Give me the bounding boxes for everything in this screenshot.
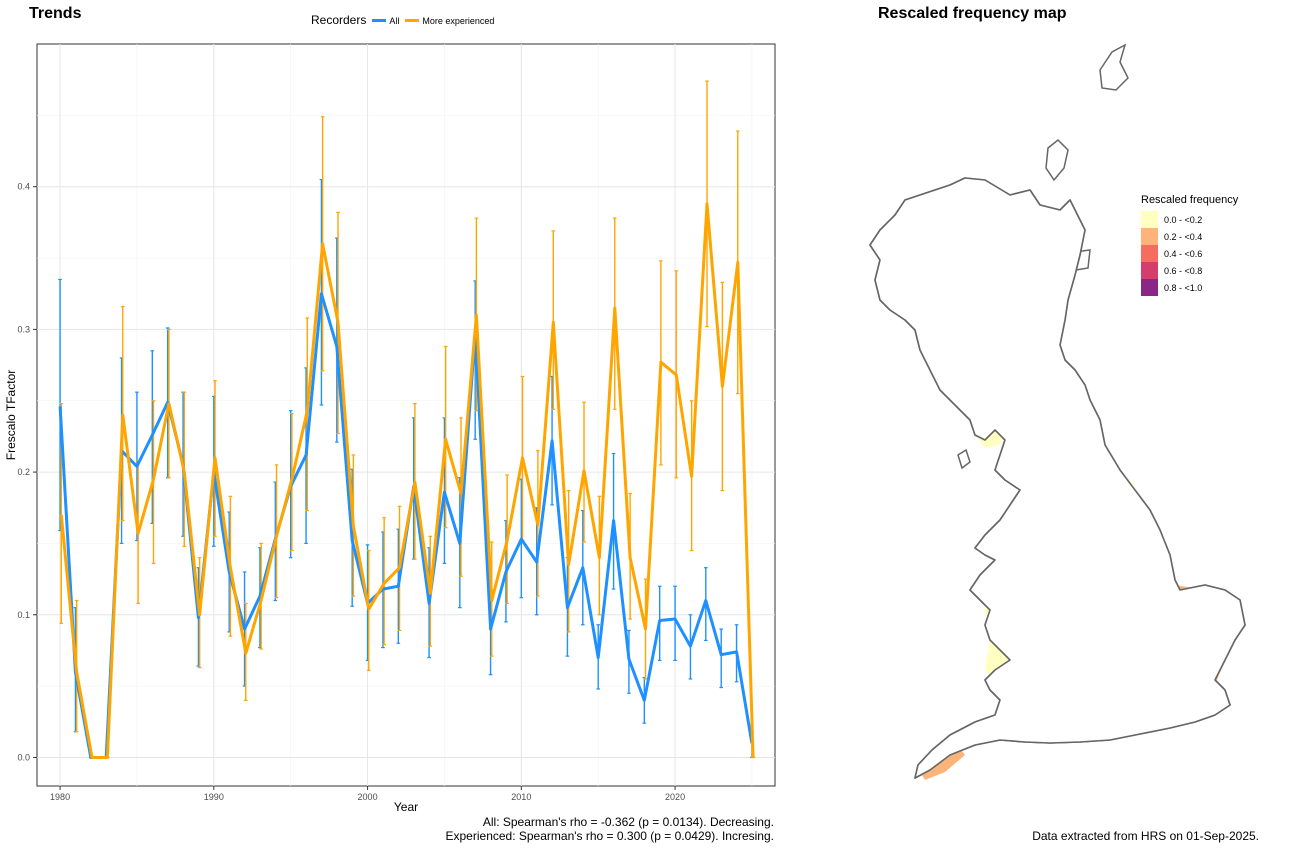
stats-experienced: Experienced: Spearman's rho = 0.300 (p =… <box>445 829 775 843</box>
x-axis-ticks: 1980 1990 2000 2010 2020 <box>50 786 685 802</box>
x-tick-label: 1980 <box>50 792 70 802</box>
legend-label-all: All <box>389 16 400 26</box>
map-legend-label: 0.2 - <0.4 <box>1164 231 1203 242</box>
y-tick-label: 0.0 <box>17 752 30 762</box>
y-axis-label: Frescalo TFactor <box>4 370 18 460</box>
x-tick-label: 1990 <box>204 792 224 802</box>
legend-title: Recorders <box>311 13 367 27</box>
map-legend-label: 0.0 - <0.2 <box>1164 214 1203 225</box>
x-tick-label: 2020 <box>665 792 685 802</box>
map-legend-swatch <box>1141 279 1158 296</box>
plot-panel <box>36 43 776 787</box>
y-tick-label: 0.4 <box>17 182 30 192</box>
stats-all: All: Spearman's rho = -0.362 (p = 0.0134… <box>482 815 774 829</box>
map-title: Rescaled frequency map <box>878 5 1067 22</box>
legend-item-experienced: More experienced <box>405 13 494 27</box>
legend-item-all: All <box>372 13 399 27</box>
map-legend-item: 0.2 - <0.4 <box>1141 228 1238 245</box>
grid-lines <box>37 44 775 786</box>
spearman-stats: All: Spearman's rho = -0.362 (p = 0.0134… <box>446 815 775 843</box>
map-legend-label: 0.6 - <0.8 <box>1164 265 1203 276</box>
legend-key-experienced <box>405 19 420 23</box>
x-tick-label: 2010 <box>511 792 531 802</box>
map-legend-item: 0.6 - <0.8 <box>1141 262 1238 279</box>
frequency-map <box>869 43 1246 780</box>
data-source-note: Data extracted from HRS on 01-Sep-2025. <box>1032 829 1259 843</box>
map-legend-swatch <box>1141 262 1158 279</box>
trends-chart: 1980 1990 2000 2010 2020 0.0 0.1 0.2 0.3 0.4 Yea… <box>4 43 776 814</box>
trends-title: Trends <box>29 5 82 22</box>
legend-label-experienced: More experienced <box>422 16 495 26</box>
map-legend-item: 0.8 - <1.0 <box>1141 279 1238 296</box>
map-legend-swatch <box>1141 228 1158 245</box>
map-legend: Rescaled frequency 0.0 - <0.2 0.2 - <0.4… <box>1141 194 1238 296</box>
map-legend-label: 0.8 - <1.0 <box>1164 282 1203 293</box>
map-legend-title: Rescaled frequency <box>1141 194 1239 206</box>
map-legend-item: 0.4 - <0.6 <box>1141 245 1238 262</box>
x-tick-label: 2000 <box>358 792 378 802</box>
y-axis-ticks: 0.0 0.1 0.2 0.3 0.4 <box>17 182 37 762</box>
y-tick-label: 0.2 <box>17 467 30 477</box>
map-island-isle-of-man <box>957 448 971 470</box>
y-tick-label: 0.1 <box>17 610 30 620</box>
map-legend-label: 0.4 - <0.6 <box>1164 248 1203 259</box>
map-island-shetland <box>1045 138 1069 182</box>
chart-legend: Recorders All More experienced <box>311 13 494 27</box>
legend-key-all <box>372 19 387 23</box>
x-axis-label: Year <box>394 800 418 814</box>
map-legend-swatch <box>1141 245 1158 262</box>
y-tick-label: 0.3 <box>17 324 30 334</box>
series-line-experienced <box>59 202 755 759</box>
map-island-lewis <box>1099 43 1129 91</box>
map-legend-swatch <box>1141 211 1158 228</box>
series-lines <box>58 202 755 759</box>
map-legend-item: 0.0 - <0.2 <box>1141 211 1238 228</box>
